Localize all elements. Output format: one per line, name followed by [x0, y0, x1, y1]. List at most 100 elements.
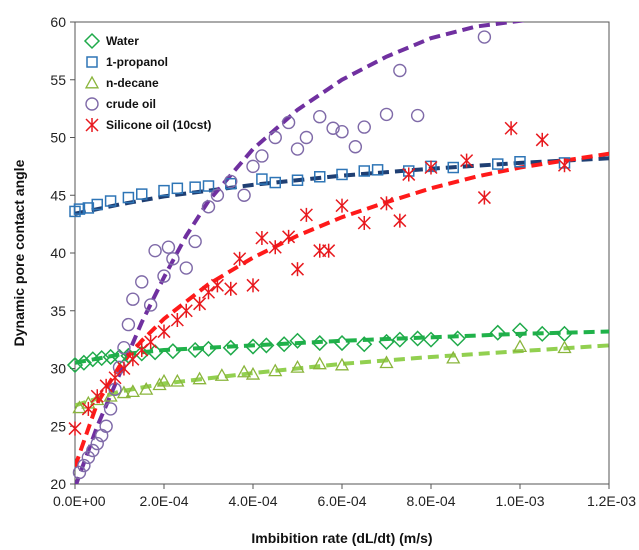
x-tick-label: 6.0E-04 — [317, 493, 366, 509]
data-point-silicone-oil-10cst — [460, 153, 474, 168]
data-point-1-propanol — [122, 191, 135, 204]
data-point-1-propanol — [492, 158, 504, 170]
data-point-silicone-oil-10cst — [255, 230, 269, 245]
data-point-n-decane — [334, 357, 350, 371]
trendline-crude-oil — [75, 22, 527, 484]
y-tick-label: 40 — [50, 245, 66, 261]
x-axis-title: Imbibition rate (dL/dt) (m/s) — [251, 530, 432, 546]
data-point-silicone-oil-10cst — [210, 278, 224, 293]
data-point-crude-oil — [86, 443, 100, 458]
data-point-1-propanol — [202, 180, 215, 192]
legend-label-n-decane: n-decane — [106, 76, 159, 90]
y-tick-label: 25 — [50, 418, 66, 434]
y-axis-title: Dynamic pore contact angle — [11, 159, 27, 346]
legend-label-water: Water — [106, 34, 139, 48]
data-point-1-propanol — [447, 161, 459, 174]
y-tick-label: 20 — [50, 476, 66, 492]
series-water — [66, 322, 573, 374]
data-point-crude-oil — [188, 234, 202, 249]
data-point-crude-oil — [210, 188, 225, 202]
data-point-water — [534, 325, 551, 342]
data-point-1-propanol — [514, 156, 526, 168]
data-point-1-propanol — [256, 173, 268, 185]
y-tick-label: 55 — [50, 72, 66, 88]
data-point-water — [333, 335, 351, 352]
data-point-water — [66, 356, 84, 374]
data-point-crude-oil — [357, 120, 371, 134]
legend-item-water: Water — [83, 32, 139, 50]
data-point-crude-oil — [379, 107, 394, 122]
data-point-n-decane — [192, 371, 207, 385]
data-point-water — [75, 354, 92, 371]
data-point-water — [147, 344, 164, 361]
data-point-n-decane — [446, 350, 461, 364]
legend-marker-1-propanol — [86, 56, 98, 68]
data-point-silicone-oil-10cst — [379, 196, 394, 211]
data-point-water — [276, 336, 293, 353]
data-point-1-propanol — [189, 181, 201, 193]
data-point-water — [422, 331, 440, 348]
data-point-water — [164, 343, 181, 360]
y-tick-label: 35 — [50, 303, 66, 319]
data-point-crude-oil — [81, 450, 96, 465]
data-point-n-decane — [312, 356, 327, 370]
data-point-silicone-oil-10cst — [335, 198, 349, 213]
y-tick-label: 45 — [50, 187, 66, 203]
data-point-crude-oil — [72, 465, 87, 480]
data-point-water — [133, 345, 150, 362]
data-point-1-propanol — [104, 195, 117, 207]
data-point-n-decane — [557, 340, 572, 354]
data-point-1-propanol — [291, 174, 304, 186]
data-point-crude-oil — [103, 402, 118, 416]
data-point-water — [511, 322, 529, 339]
x-tick-label: 4.0E-04 — [228, 493, 277, 509]
data-point-crude-oil — [410, 108, 425, 123]
data-point-water — [391, 331, 408, 348]
data-point-crude-oil — [135, 275, 149, 289]
data-point-silicone-oil-10cst — [393, 213, 407, 228]
data-point-1-propanol — [91, 198, 103, 211]
data-point-silicone-oil-10cst — [535, 132, 549, 147]
data-point-n-decane — [379, 355, 394, 369]
series-1-propanol — [69, 156, 571, 218]
data-point-water — [93, 350, 110, 367]
data-point-silicone-oil-10cst — [322, 243, 336, 258]
data-point-water — [187, 341, 204, 359]
data-point-crude-oil — [121, 317, 136, 332]
data-point-1-propanol — [73, 203, 86, 215]
tick-labels: 20 25 30 35 40 45 50 55 60 0.0E+00 2.0E-04 4.0E-04 6… — [50, 14, 636, 509]
legend-item-n-decane: n-decane — [84, 75, 159, 90]
data-point-n-decane — [152, 377, 167, 391]
data-point-crude-oil — [99, 419, 113, 433]
data-point-n-decane — [125, 384, 140, 398]
data-point-1-propanol — [371, 164, 384, 176]
data-point-crude-oil — [393, 63, 407, 78]
data-point-crude-oil — [348, 140, 363, 154]
data-point-silicone-oil-10cst — [201, 285, 216, 300]
data-point-crude-oil — [224, 174, 238, 189]
data-point-n-decane — [268, 363, 283, 377]
data-point-silicone-oil-10cst — [424, 160, 438, 175]
data-point-1-propanol — [136, 188, 148, 200]
legend-marker-n-decane — [84, 75, 100, 89]
x-tick-label: 2.0E-04 — [139, 493, 188, 509]
data-point-crude-oil — [77, 458, 91, 473]
data-point-1-propanol — [336, 168, 348, 181]
data-point-1-propanol — [269, 176, 281, 189]
data-point-silicone-oil-10cst — [299, 207, 313, 222]
data-point-silicone-oil-10cst — [81, 401, 95, 416]
data-point-1-propanol — [82, 202, 95, 214]
data-point-crude-oil — [148, 243, 162, 258]
data-point-silicone-oil-10cst — [268, 240, 282, 255]
data-point-water — [311, 335, 328, 352]
data-point-1-propanol — [358, 165, 370, 177]
data-point-crude-oil — [335, 125, 349, 139]
legend-item-1-propanol: 1-propanol — [86, 55, 168, 69]
series-silicone-oil-10cst — [68, 121, 572, 436]
data-point-crude-oil — [117, 341, 131, 355]
data-point-silicone-oil-10cst — [282, 229, 296, 244]
data-point-crude-oil — [268, 130, 282, 145]
legend-marker-silicone-oil-10cst — [85, 118, 99, 132]
data-point-crude-oil — [255, 149, 269, 163]
